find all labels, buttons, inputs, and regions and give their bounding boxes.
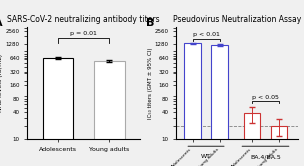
Bar: [43, 58, 73, 166]
Bar: [185, 43, 201, 166]
Text: B: B: [146, 18, 154, 28]
Text: p < 0.01: p < 0.01: [193, 32, 219, 37]
Text: p = 0.01: p = 0.01: [70, 31, 97, 36]
Bar: [271, 126, 287, 166]
Y-axis label: IC₅₀ titers (GMT ± 95% CI): IC₅₀ titers (GMT ± 95% CI): [148, 47, 153, 119]
Title: SARS-CoV-2 neutralizing antibody titers: SARS-CoV-2 neutralizing antibody titers: [7, 15, 160, 24]
Title: Pseudovirus Neutralization Assay: Pseudovirus Neutralization Assay: [173, 15, 301, 24]
Bar: [244, 113, 260, 166]
Y-axis label: NAb levels (IU/mL): NAb levels (IU/mL): [0, 54, 3, 112]
Text: A: A: [0, 18, 2, 28]
Text: p < 0.05: p < 0.05: [252, 95, 279, 100]
Bar: [212, 45, 228, 166]
Bar: [94, 61, 125, 166]
Text: BA.4/BA.5: BA.4/BA.5: [250, 154, 281, 159]
Text: WT: WT: [201, 154, 211, 159]
